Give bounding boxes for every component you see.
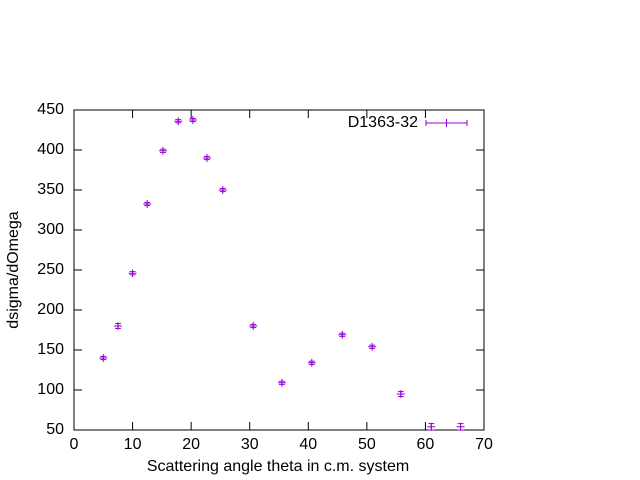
y-tick-label: 150 [37,341,64,358]
point [456,422,465,431]
x-tick-label: 0 [70,436,79,453]
point [218,186,227,194]
x-axis-label: Scattering angle theta in c.m. system [147,458,409,475]
x-tick-label: 30 [241,436,259,453]
y-axis-label: dsigma/dOmega [5,211,22,328]
y-tick-label: 450 [37,101,64,118]
x-tick-label: 20 [182,436,200,453]
point [202,154,211,162]
point [128,269,137,278]
point [427,422,436,431]
y-tick-label: 100 [37,381,64,398]
point [396,390,405,398]
point [307,358,316,367]
point [159,146,168,155]
x-tick-label: 50 [358,436,376,453]
y-tick-label: 50 [46,421,64,438]
x-tick-label: 40 [299,436,317,453]
x-tick-label: 10 [124,436,142,453]
point [99,354,108,362]
plot-border [73,109,485,431]
point [143,200,152,208]
point [338,330,347,339]
legend-swatch [425,119,468,127]
y-tick-label: 400 [37,141,64,158]
y-tick-label: 200 [37,301,64,318]
y-tick-label: 250 [37,261,64,278]
y-tick-label: 300 [37,221,64,238]
point [277,378,286,387]
point [174,117,183,126]
point [249,322,258,330]
point [113,322,122,330]
x-tick-label: 70 [475,436,493,453]
legend-label: D1363-32 [348,114,418,131]
y-tick-label: 350 [37,181,64,198]
x-tick-label: 60 [417,436,435,453]
point [188,116,197,124]
point [368,342,377,351]
